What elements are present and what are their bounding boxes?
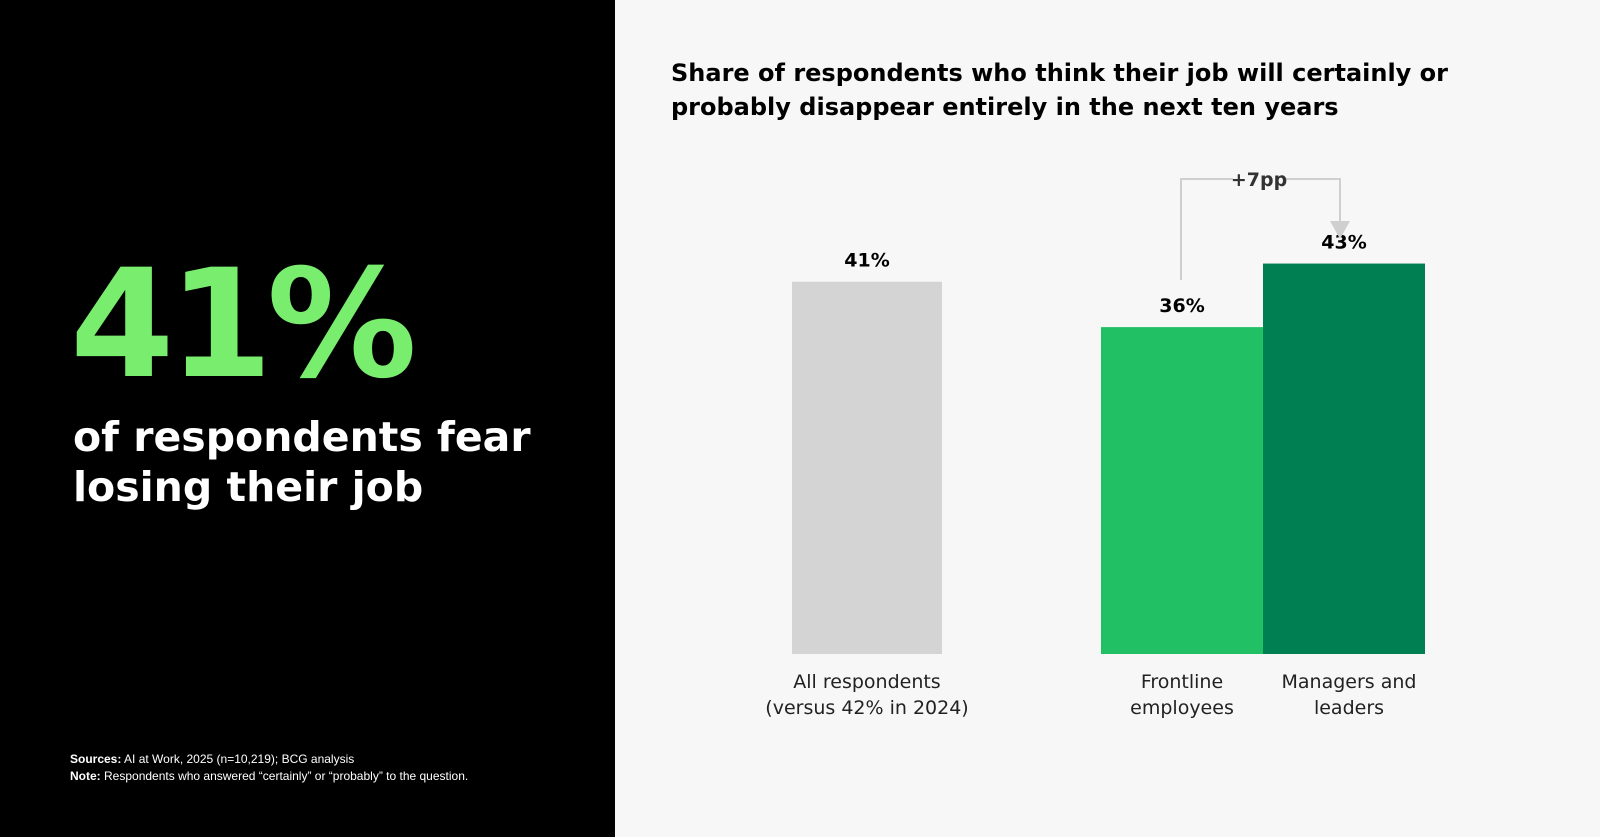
value-label-2: 43% (1321, 232, 1366, 254)
note-line: Note: Respondents who answered “certainl… (70, 768, 600, 785)
annotation-label: +7pp (1231, 169, 1287, 191)
annotation-arrow-icon (1330, 221, 1350, 239)
value-label-0: 41% (844, 250, 889, 272)
category-label-1: Frontline employees (1130, 671, 1234, 719)
bar-0 (792, 281, 942, 654)
headline-caption: of respondents fear losing their job (73, 413, 531, 511)
headline-stat: 41% (70, 238, 417, 412)
note-text: Respondents who answered “certainly” or … (104, 769, 469, 783)
left-panel: 41% of respondents fear losing their job… (0, 0, 615, 837)
footnotes: Sources: AI at Work, 2025 (n=10,219); BC… (70, 751, 600, 785)
bar-2 (1263, 263, 1425, 654)
category-label-2: Managers and leaders (1281, 671, 1417, 719)
chart-title: Share of respondents who think their job… (671, 59, 1448, 121)
category-label-0: All respondents (versus 42% in 2024) (765, 671, 969, 719)
sources-label: Sources: (70, 752, 122, 766)
annotation-bracket (1180, 178, 1341, 281)
bar-1 (1101, 327, 1263, 654)
value-label-1: 36% (1159, 295, 1204, 317)
sources-line: Sources: AI at Work, 2025 (n=10,219); BC… (70, 751, 600, 768)
sources-text: AI at Work, 2025 (n=10,219); BCG analysi… (124, 752, 355, 766)
note-label: Note: (70, 769, 101, 783)
